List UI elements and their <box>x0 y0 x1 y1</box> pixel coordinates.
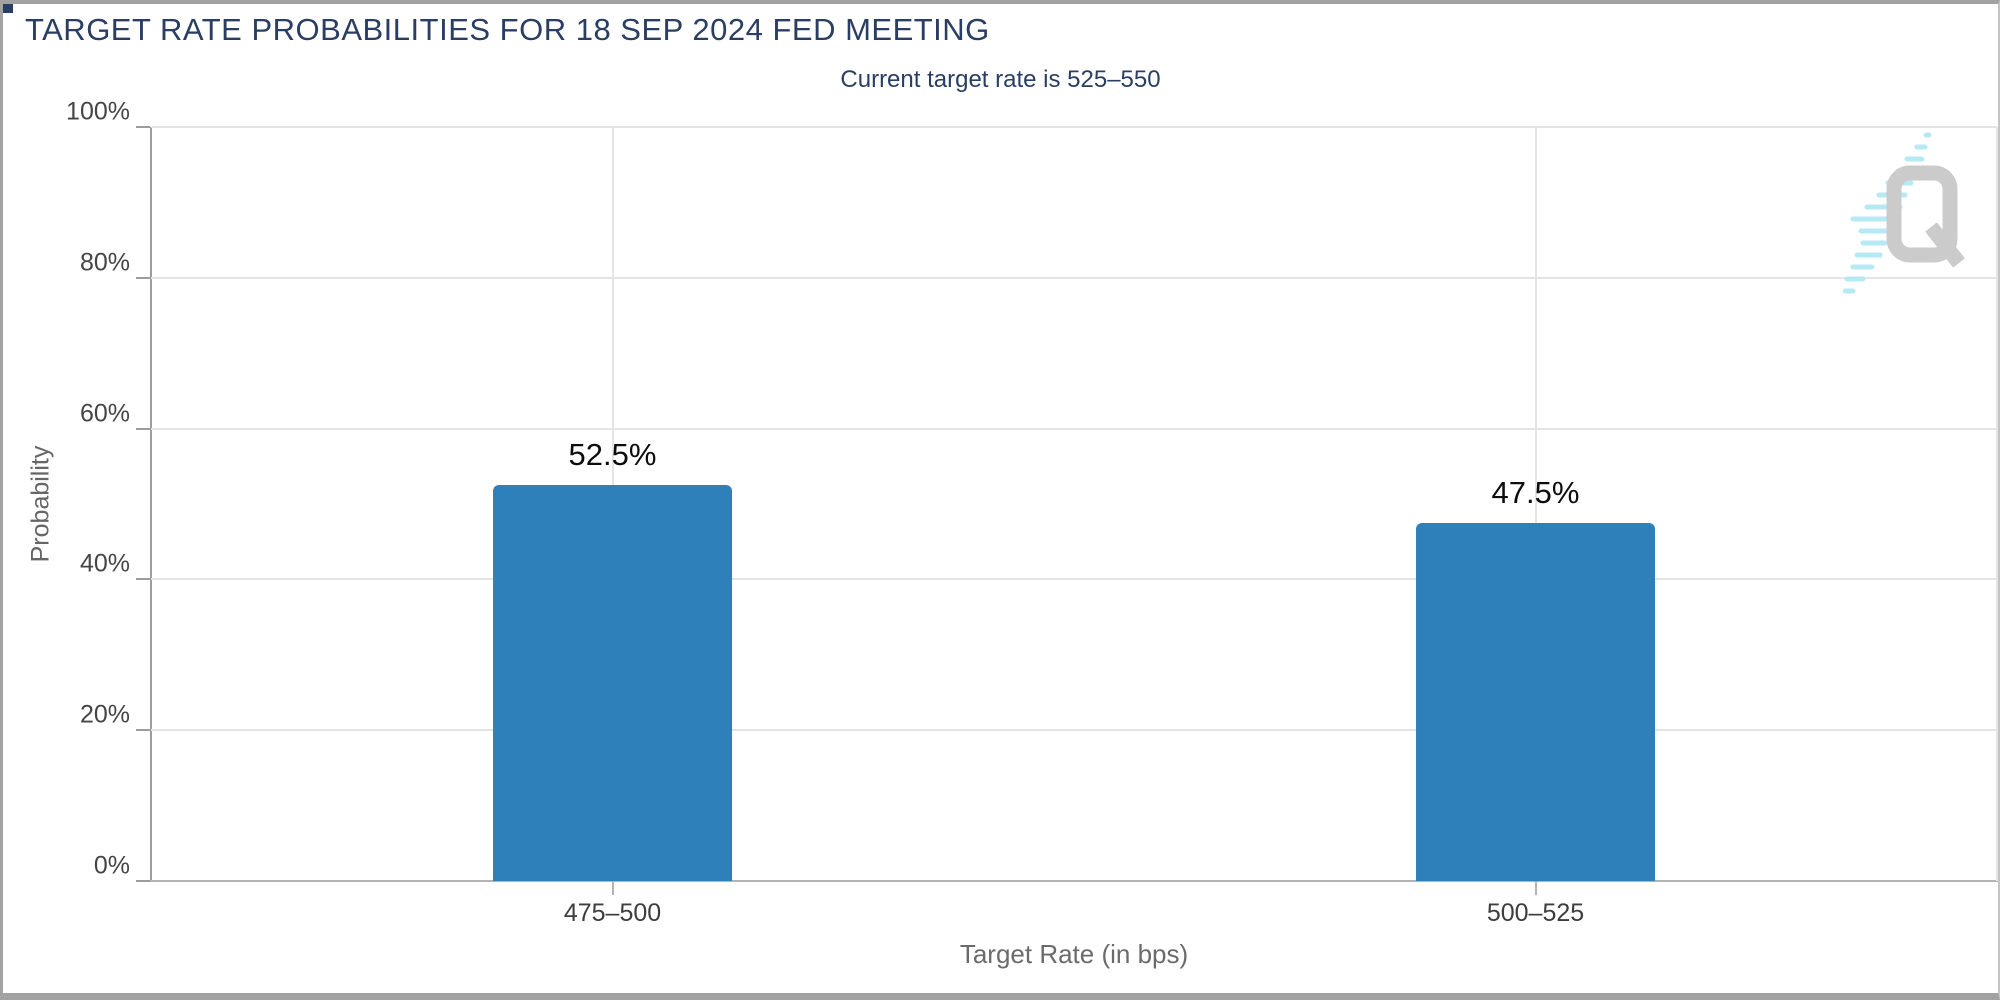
chart-subtitle: Current target rate is 525–550 <box>840 66 1161 93</box>
x-tick-label: 500–525 <box>1486 899 1585 927</box>
y-tick-label: 20% <box>79 700 130 729</box>
page-title: TARGET RATE PROBABILITIES FOR 18 SEP 202… <box>25 12 990 47</box>
x-tick-label: 475–500 <box>563 899 662 927</box>
gridline-h <box>151 729 1997 732</box>
y-axis-line <box>150 127 152 881</box>
q-logo-dashes <box>1843 132 1932 294</box>
y-tick <box>136 427 150 430</box>
y-tick <box>136 729 150 732</box>
corner-accent <box>3 4 13 13</box>
y-tick <box>136 880 150 882</box>
y-tick <box>136 276 150 279</box>
gridline-h <box>151 578 1997 581</box>
gridline-h <box>151 126 1997 128</box>
gridline-v <box>1534 127 1537 881</box>
y-axis-title: Probability <box>26 445 55 563</box>
y-tick <box>136 126 150 128</box>
y-tick-label: 100% <box>66 97 130 126</box>
q-logo-watermark <box>1843 132 1965 294</box>
plot-area: Probability Target Rate (in bps) 0% 20% 40… <box>27 98 1998 969</box>
x-tick <box>611 881 614 895</box>
x-axis-line <box>150 880 1998 882</box>
gridline-v <box>1996 127 1998 881</box>
y-tick-label: 40% <box>79 549 130 578</box>
x-axis-title: Target Rate (in bps) <box>959 939 1189 969</box>
gridline-h <box>151 276 1997 279</box>
y-tick-label: 80% <box>79 248 130 277</box>
x-tick <box>1534 881 1537 895</box>
q-logo-letter <box>1886 165 1965 268</box>
y-tick <box>136 578 150 581</box>
gridline-h <box>151 427 1997 430</box>
bar[interactable] <box>1415 522 1656 881</box>
bar-value-label: 52.5% <box>568 437 657 473</box>
bar[interactable] <box>492 485 733 881</box>
bar-value-label: 47.5% <box>1491 474 1580 510</box>
y-tick-label: 60% <box>79 399 130 428</box>
y-tick-label: 0% <box>93 851 130 880</box>
